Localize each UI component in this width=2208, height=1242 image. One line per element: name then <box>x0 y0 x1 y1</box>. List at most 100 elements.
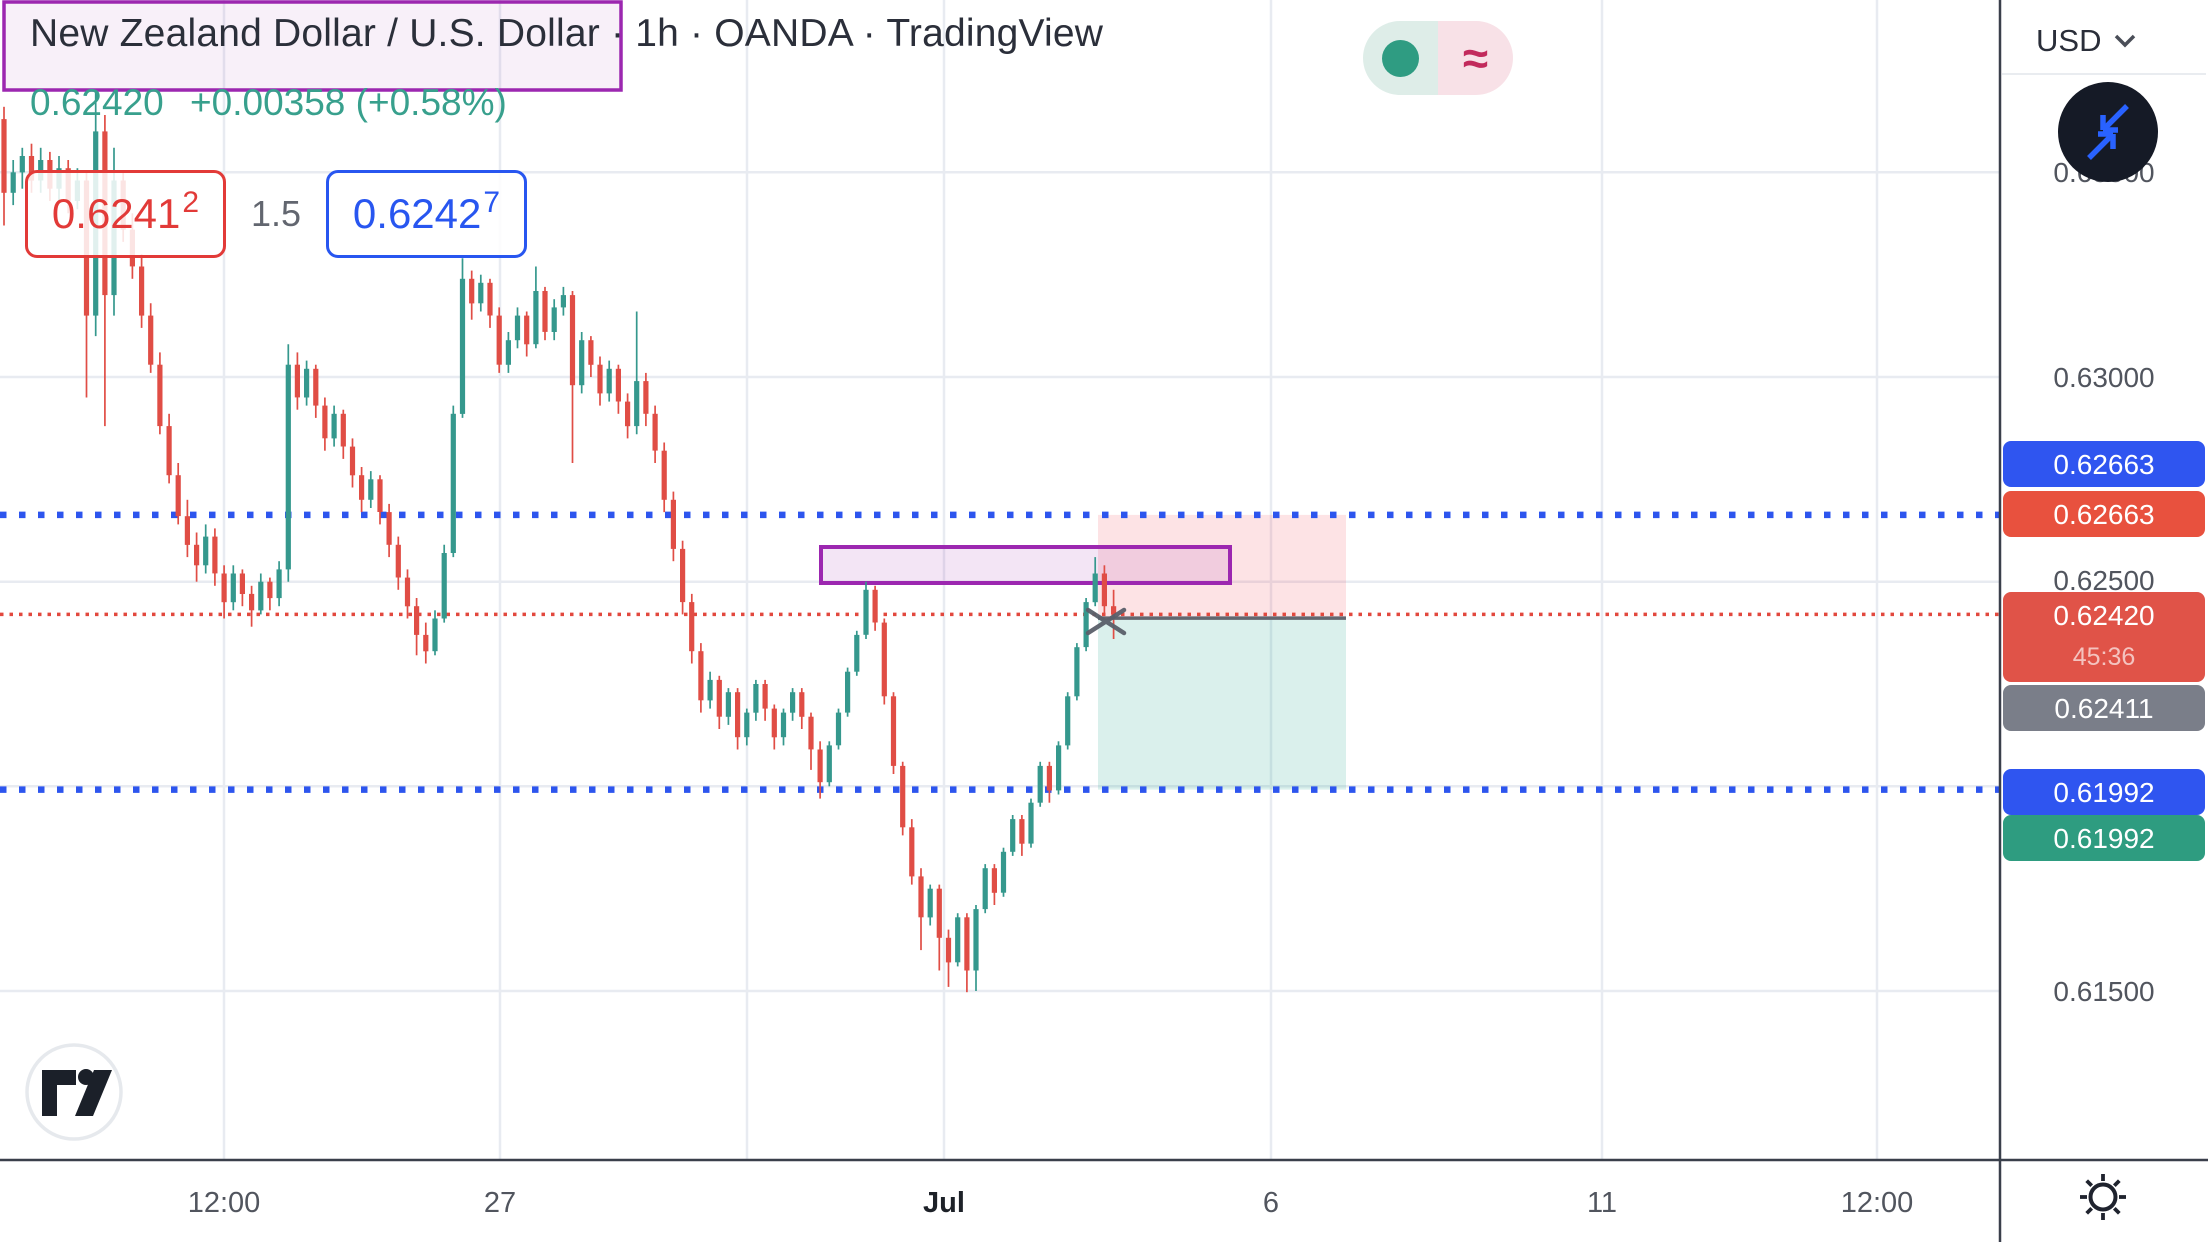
market-open-segment[interactable] <box>1363 21 1438 95</box>
candle-body <box>175 475 181 517</box>
candle-body <box>1092 573 1098 603</box>
candle-body <box>331 413 337 439</box>
candle-body <box>139 266 145 316</box>
candle-body <box>478 282 484 304</box>
buy-price: 0.6242 <box>352 190 482 237</box>
candle-body <box>28 156 35 181</box>
candle-body <box>918 876 924 918</box>
candle-body <box>313 368 319 406</box>
candle-body <box>194 544 200 566</box>
support-line-label: 0.61992 <box>2003 769 2205 815</box>
candle-body <box>1019 819 1025 844</box>
candle-body <box>936 888 942 938</box>
tradingview-logo[interactable] <box>25 1043 123 1141</box>
symbol-title[interactable]: New Zealand Dollar / U.S. Dollar · 1h · … <box>30 12 1104 55</box>
candle-body <box>625 401 631 427</box>
approx-equals-icon: ≈ <box>1462 32 1489 84</box>
price-axis-label: 0.62500 <box>2053 565 2154 596</box>
candle-body <box>927 888 933 918</box>
candle-body <box>845 671 851 713</box>
restore-chart-button[interactable] <box>2058 82 2158 182</box>
candle-body <box>808 716 814 750</box>
candle-body <box>744 712 750 738</box>
candle-body <box>909 827 915 877</box>
candle-body <box>157 364 163 427</box>
svg-text:0.61992: 0.61992 <box>2053 823 2154 854</box>
candle-body <box>349 446 356 476</box>
candle-body <box>606 368 612 394</box>
price-axis-label: 0.63000 <box>2053 362 2154 393</box>
timezone-settings-button[interactable] <box>2080 1174 2126 1220</box>
supply-zone-header[interactable] <box>2 0 623 92</box>
short-position-loss-zone[interactable] <box>1098 514 1346 619</box>
candle-body <box>652 413 658 451</box>
currency-label: USD <box>2036 23 2101 58</box>
candle-body <box>1037 765 1043 803</box>
short-position-profit-zone[interactable] <box>1098 618 1346 790</box>
candle-body <box>166 426 172 476</box>
candle-body <box>10 172 16 193</box>
collapse-arrows-icon <box>2087 104 2129 160</box>
svg-text:0.62411: 0.62411 <box>2054 693 2153 724</box>
candle-body <box>359 475 365 500</box>
candle-body <box>872 589 878 623</box>
candle-body <box>395 544 401 578</box>
candle-body <box>276 569 282 599</box>
supply-zone-mid[interactable] <box>819 545 1232 585</box>
candle-body <box>973 909 979 971</box>
candle-body <box>414 606 420 635</box>
candle-body <box>505 340 511 365</box>
candle-body <box>19 156 25 173</box>
take-profit-label: 0.61992 <box>2003 815 2205 861</box>
position-drag-handle-icon[interactable] <box>1085 607 1127 636</box>
candle-body <box>459 278 466 414</box>
candle-body <box>964 917 970 971</box>
candle-body <box>900 765 906 828</box>
candle-body <box>469 278 475 304</box>
candle-body <box>753 684 759 713</box>
candle-body <box>1101 573 1107 607</box>
candle-body <box>249 593 255 611</box>
svg-text:0.62420: 0.62420 <box>2053 600 2154 631</box>
candle-body <box>771 708 777 738</box>
candle-body <box>560 295 566 308</box>
candle-body <box>854 634 860 672</box>
time-axis-label: 11 <box>1587 1187 1617 1219</box>
time-axis-label: 12:00 <box>1841 1187 1914 1219</box>
candle-body <box>239 573 245 594</box>
candle-body <box>1028 802 1034 844</box>
candle-body <box>184 516 190 545</box>
candle-body <box>707 679 713 701</box>
candle-body <box>432 618 438 652</box>
candle-body <box>716 679 722 717</box>
candle-body <box>890 696 897 766</box>
candle-body <box>285 364 291 570</box>
currency-dropdown[interactable]: USD <box>2036 23 2136 58</box>
candle-body <box>1074 647 1080 697</box>
candle-body <box>294 364 300 398</box>
candle-body <box>817 749 823 783</box>
candle-body <box>542 291 548 332</box>
candle-body <box>826 745 832 783</box>
svg-text:0.62663: 0.62663 <box>2053 499 2154 530</box>
candle-body <box>514 315 521 341</box>
candle-body <box>386 512 392 545</box>
time-axis-label: 27 <box>484 1187 516 1219</box>
candle-body <box>790 692 796 713</box>
delayed-data-segment[interactable]: ≈ <box>1438 21 1513 95</box>
candle-body <box>524 315 530 345</box>
time-axis-pane[interactable] <box>0 1160 2208 1242</box>
candle-body <box>725 692 731 717</box>
resistance-line-label: 0.62663 <box>2003 441 2205 487</box>
candle-body <box>945 937 952 963</box>
candle-body <box>340 413 346 447</box>
market-status-toggle[interactable]: ≈ <box>1363 21 1513 95</box>
candle-body <box>212 536 218 574</box>
candle-body <box>304 368 310 398</box>
price-change-row: 0.62420 +0.00358 (+0.58%) <box>30 82 507 124</box>
buy-button[interactable]: 0.6242 7 <box>326 170 527 258</box>
market-open-dot-icon <box>1382 39 1419 77</box>
sell-button[interactable]: 0.6241 2 <box>25 170 226 258</box>
